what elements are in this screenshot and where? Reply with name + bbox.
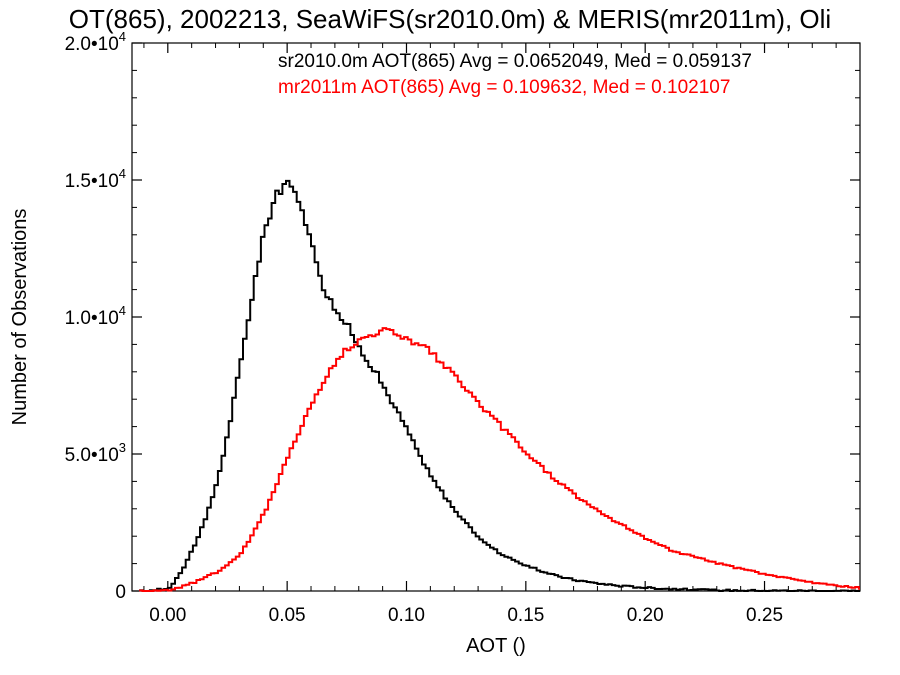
x-tick-label: 0.10	[388, 605, 425, 626]
x-tick-label: 0.05	[269, 605, 306, 626]
y-tick-label: 0	[115, 582, 126, 603]
series-line-red	[139, 327, 860, 592]
y-axis-ticks: 0 5.0•103 1.0•104 1.5•104 2.0•104	[65, 29, 860, 603]
y-tick-label: 1.5•104	[65, 166, 126, 192]
x-axis-ticks: 0.00 0.05 0.10 0.15 0.20 0.25	[143, 43, 837, 626]
y-tick-label: 5.0•103	[65, 440, 126, 466]
series-layer	[139, 179, 860, 592]
x-tick-label: 0.25	[746, 605, 783, 626]
series-line-black	[139, 179, 860, 592]
x-axis-label: AOT ()	[466, 635, 526, 657]
legend-entry-red: mr2011m AOT(865) Avg = 0.109632, Med = 0…	[278, 77, 730, 98]
x-tick-label: 0.00	[149, 605, 186, 626]
y-axis-label: Number of Observations	[9, 209, 31, 426]
y-tick-label: 1.0•104	[65, 303, 126, 329]
chart-title: OT(865), 2002213, SeaWiFS(sr2010.0m) & M…	[69, 4, 831, 34]
x-tick-label: 0.20	[627, 605, 664, 626]
legend-entry-black: sr2010.0m AOT(865) Avg = 0.0652049, Med …	[278, 51, 752, 72]
plot-frame	[131, 42, 861, 592]
x-tick-label: 0.15	[507, 605, 544, 626]
y-tick-label: 2.0•104	[65, 29, 126, 55]
